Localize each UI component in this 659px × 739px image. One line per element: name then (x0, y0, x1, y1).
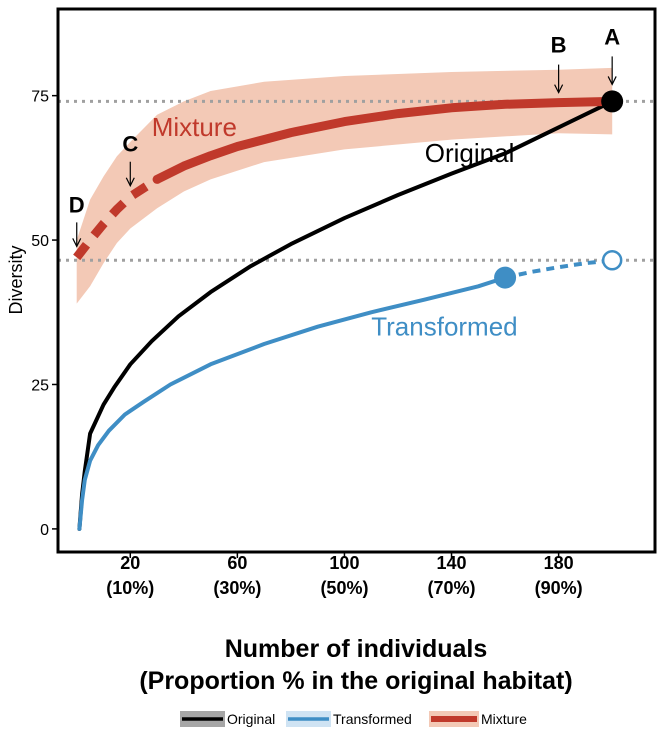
marker-point-1 (601, 90, 624, 113)
mixture-confidence-band (76, 67, 613, 304)
marker-point-2 (494, 266, 517, 289)
legend-label-3: Mixture (481, 711, 527, 727)
point-label-A-arrow-head (607, 76, 617, 86)
series-transformed-line (77, 275, 508, 531)
x-tick-label-60: 60 (227, 553, 247, 573)
legend-label-1: Original (227, 711, 275, 727)
x-tick-sublabel-100: (50%) (320, 578, 368, 598)
y-tick-label-0: 0 (40, 522, 49, 539)
point-label-D: D (69, 192, 85, 217)
point-label-B-arrow-head (554, 84, 564, 94)
x-tick-label-20: 20 (120, 553, 140, 573)
y-tick-label-50: 50 (31, 233, 49, 250)
y-tick-label-75: 75 (31, 89, 49, 106)
series-label-mixture: Mixture (152, 112, 237, 142)
series-transformed-extension-line (504, 258, 613, 280)
x-tick-sublabel-20: (10%) (106, 578, 154, 598)
x-tick-label-140: 140 (437, 553, 467, 573)
point-label-B: B (551, 33, 567, 58)
x-tick-label-180: 180 (544, 553, 574, 573)
series-original-line (77, 99, 615, 531)
legend-label-2: Transformed (333, 711, 412, 727)
x-axis-title-line2: (Proportion % in the original habitat) (139, 667, 572, 695)
series-label-transformed: Transformed (371, 311, 517, 341)
x-axis-title-line1: Number of individuals (225, 635, 488, 663)
y-axis-title: Diversity (6, 245, 26, 314)
marker-point-3 (601, 250, 623, 271)
x-tick-sublabel-180: (90%) (535, 578, 583, 598)
series-label-original: Original (425, 138, 515, 168)
x-tick-sublabel-60: (30%) (213, 578, 261, 598)
y-tick-label-25: 25 (31, 377, 49, 394)
point-label-C: C (122, 132, 138, 157)
point-label-A: A (604, 24, 620, 49)
x-tick-label-100: 100 (329, 553, 359, 573)
plot-frame (56, 7, 657, 554)
point-label-C-arrow-head (125, 177, 135, 188)
x-tick-sublabel-140: (70%) (428, 578, 476, 598)
point-label-D-arrow-head (72, 238, 82, 248)
series-mixture-line (152, 96, 617, 184)
series-mixture-dashed-line (73, 175, 160, 261)
